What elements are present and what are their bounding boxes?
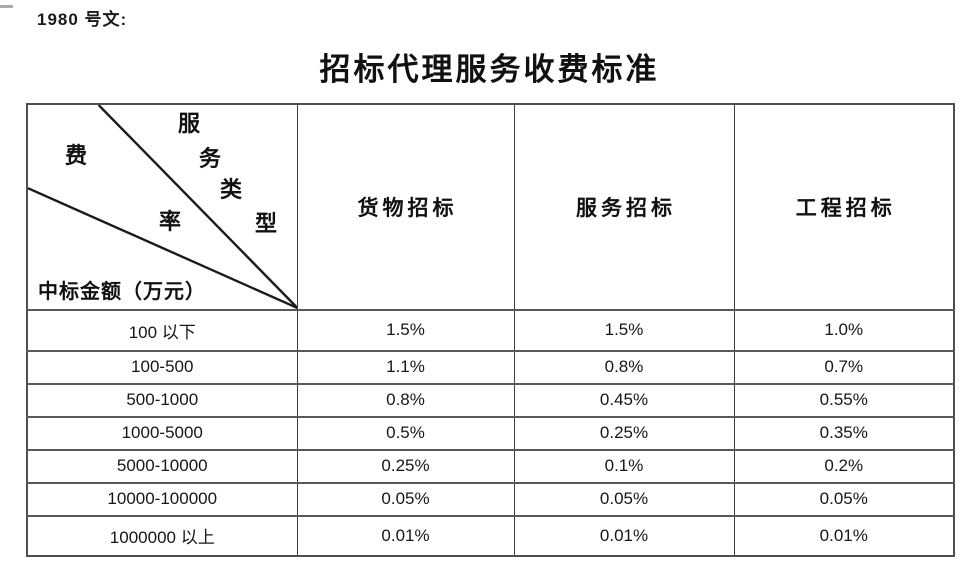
- diagonal-split-lines: [28, 105, 296, 309]
- rate-cell: 0.01%: [513, 514, 735, 557]
- corner-char-fee-1: 费: [65, 143, 88, 168]
- rate-cell: 1.0%: [733, 309, 955, 351]
- rate-cell: 0.25%: [296, 448, 515, 483]
- table-row: 5000-10000 0.25% 0.1% 0.2%: [26, 448, 955, 483]
- page-edge-artifact: [0, 5, 13, 8]
- fee-standard-table: 费 率 服 务 类 型 中标金额（万元） 货物招标 服务招标 工程招标 100 …: [26, 103, 955, 557]
- column-header-service: 服务招标: [513, 103, 735, 311]
- rate-cell: 0.05%: [296, 481, 515, 516]
- rate-cell: 0.05%: [513, 481, 735, 516]
- table-header-row: 费 率 服 务 类 型 中标金额（万元） 货物招标 服务招标 工程招标: [26, 103, 955, 311]
- rate-cell: 1.5%: [513, 309, 735, 351]
- rate-cell: 1.5%: [296, 309, 515, 351]
- table-row: 100-500 1.1% 0.8% 0.7%: [26, 349, 955, 384]
- corner-char-service-4: 型: [255, 211, 278, 236]
- table-row: 100 以下 1.5% 1.5% 1.0%: [26, 309, 955, 351]
- rate-cell: 0.5%: [296, 415, 515, 450]
- rate-cell: 0.45%: [513, 382, 735, 417]
- column-header-goods: 货物招标: [296, 103, 515, 311]
- rate-cell: 0.35%: [733, 415, 955, 450]
- rate-cell: 1.1%: [296, 349, 515, 384]
- rate-cell: 0.01%: [733, 514, 955, 557]
- corner-char-service-3: 类: [220, 177, 243, 202]
- row-label: 10000-100000: [26, 481, 298, 516]
- table-row: 10000-100000 0.05% 0.05% 0.05%: [26, 481, 955, 516]
- rate-cell: 0.25%: [513, 415, 735, 450]
- row-label: 5000-10000: [26, 448, 298, 483]
- rate-cell: 0.8%: [513, 349, 735, 384]
- row-label: 100 以下: [26, 309, 298, 351]
- rate-cell: 0.1%: [513, 448, 735, 483]
- corner-char-service-2: 务: [199, 146, 222, 171]
- page-title: 招标代理服务收费标准: [319, 52, 660, 87]
- table-row: 1000000 以上 0.01% 0.01% 0.01%: [26, 514, 955, 557]
- row-label: 1000000 以上: [26, 514, 298, 557]
- table-row: 500-1000 0.8% 0.45% 0.55%: [26, 382, 955, 417]
- corner-char-fee-2: 率: [159, 209, 182, 234]
- column-header-engineering: 工程招标: [733, 103, 955, 311]
- table-row: 1000-5000 0.5% 0.25% 0.35%: [26, 415, 955, 450]
- row-label: 100-500: [26, 349, 298, 384]
- row-axis-label: 中标金额（万元）: [38, 281, 206, 303]
- row-label: 500-1000: [26, 382, 298, 417]
- rate-cell: 0.05%: [733, 481, 955, 516]
- corner-char-service-1: 服: [178, 111, 201, 136]
- rate-cell: 0.7%: [733, 349, 955, 384]
- rate-cell: 0.2%: [733, 448, 955, 483]
- doc-number-label: 1980 号文:: [37, 10, 128, 29]
- row-label: 1000-5000: [26, 415, 298, 450]
- rate-cell: 0.01%: [296, 514, 515, 557]
- rate-cell: 0.8%: [296, 382, 515, 417]
- diagonal-header-cell: 费 率 服 务 类 型 中标金额（万元）: [26, 103, 298, 311]
- rate-cell: 0.55%: [733, 382, 955, 417]
